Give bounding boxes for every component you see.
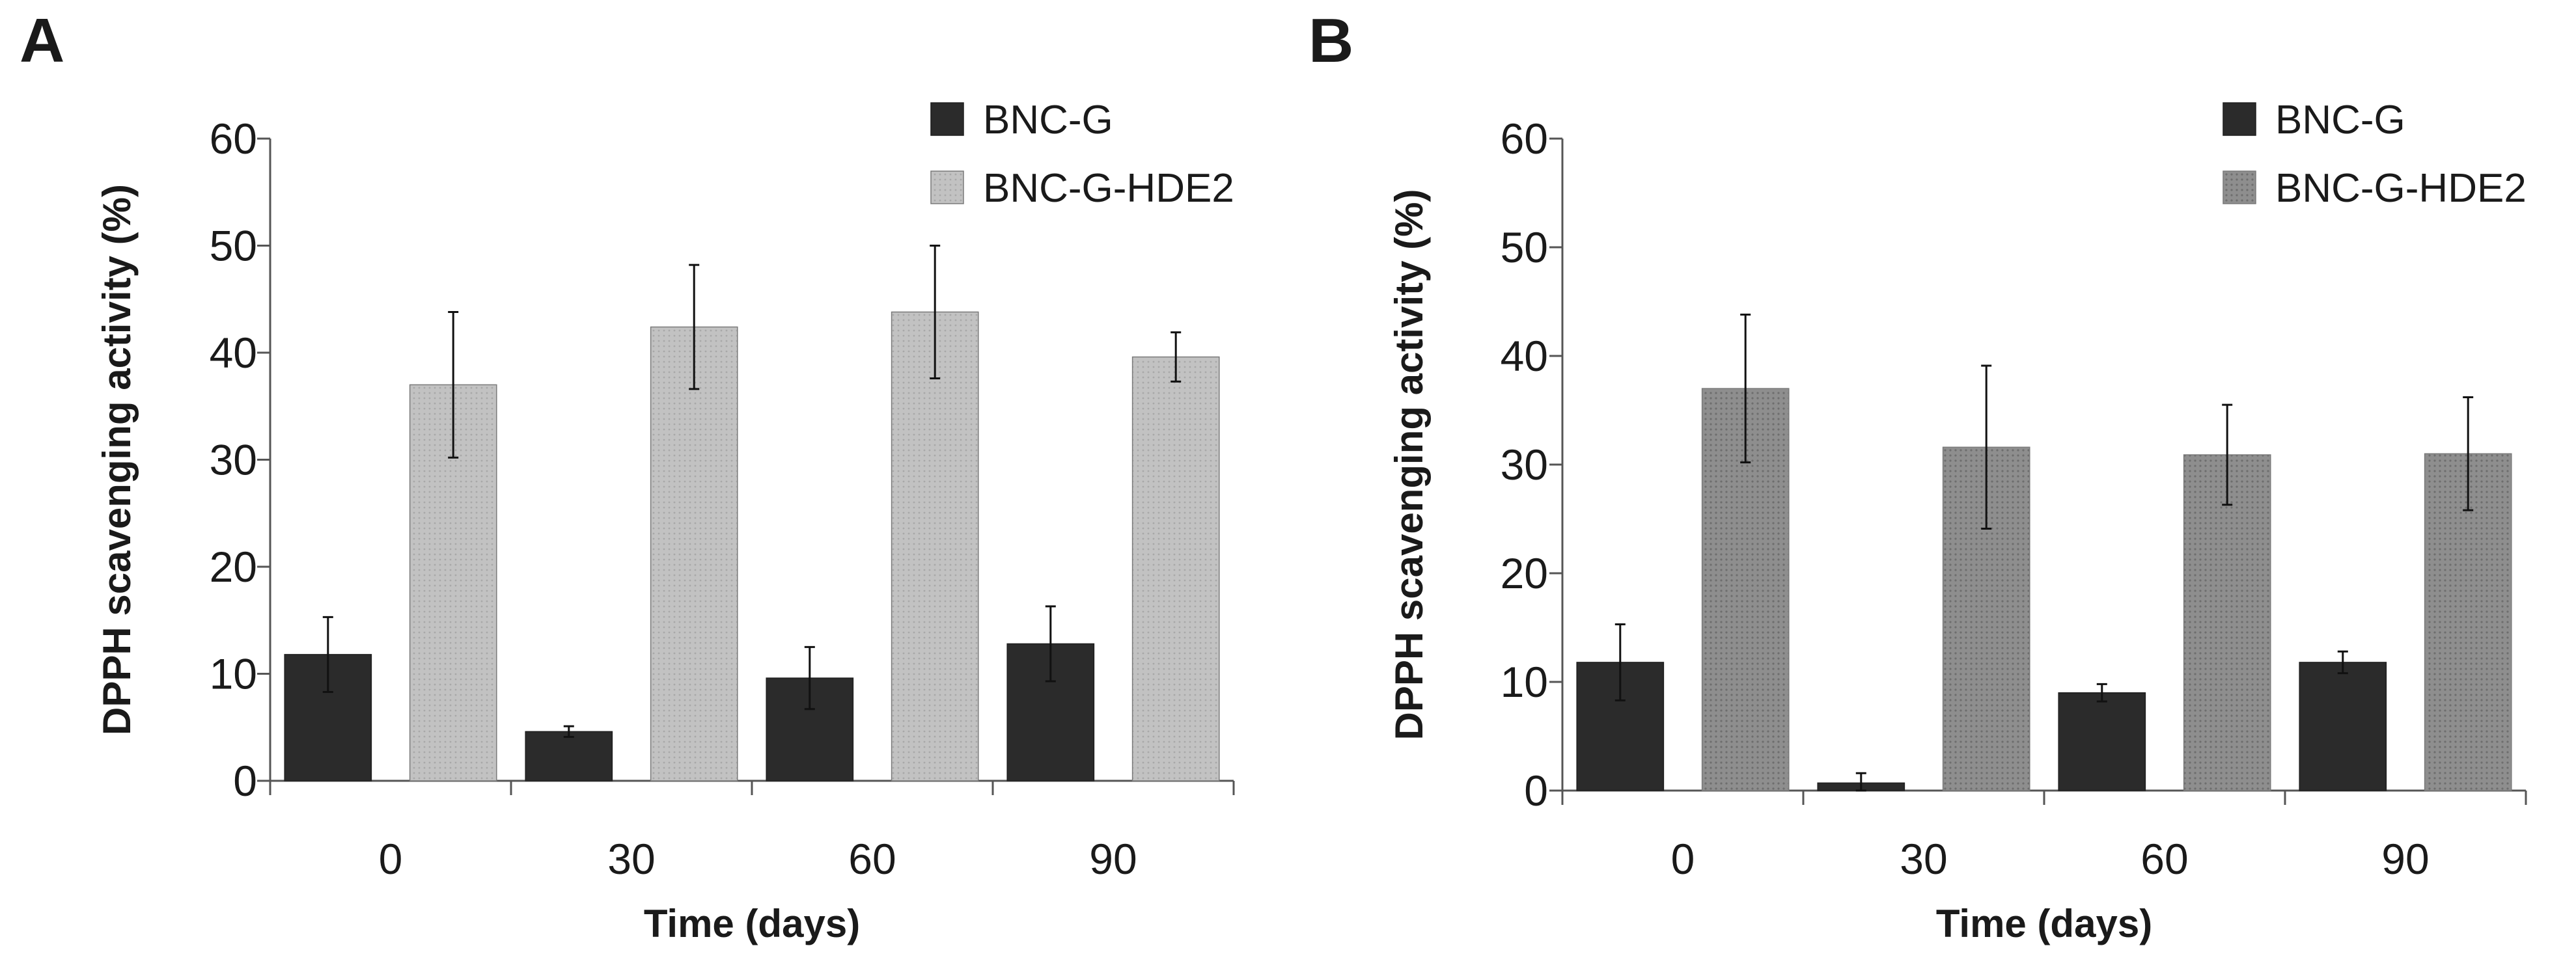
bar-bnc-g-hde2-60 <box>2183 454 2271 791</box>
x-tick-label: 90 <box>2381 835 2429 883</box>
y-tick-label: 40 <box>210 329 257 377</box>
bar-bnc-g-90 <box>2299 662 2387 791</box>
bar-bnc-g-hde2-30 <box>650 326 738 781</box>
legend-label: BNC-G-HDE2 <box>983 166 1234 211</box>
y-tick-label: 50 <box>1501 223 1548 271</box>
chart-panel-b: B 0 10 20 30 40 50 60 0 30 60 90 Time (days) DPPH sca… <box>1309 6 2527 945</box>
x-tick-label: 30 <box>607 835 655 883</box>
y-tick-label: 30 <box>1501 441 1548 489</box>
legend-swatch-bnc-g-hde2 <box>930 170 964 204</box>
y-tick-label: 10 <box>210 650 257 698</box>
x-tick-label: 0 <box>379 835 403 883</box>
y-tick-label: 0 <box>1524 766 1548 815</box>
y-tick-label: 60 <box>1501 115 1548 163</box>
y-axis-title: DPPH scavenging activity (%) <box>95 184 139 735</box>
legend-swatch-bnc-g-hde2 <box>2223 170 2256 204</box>
panel-letter: A <box>20 6 64 75</box>
y-tick-label: 30 <box>210 436 257 484</box>
bar-bnc-g-60 <box>766 677 854 781</box>
legend-swatch-bnc-g <box>930 102 964 136</box>
x-tick-label: 0 <box>1671 835 1695 883</box>
x-axis-title: Time (days) <box>1936 902 2152 945</box>
x-tick-label: 30 <box>1900 835 1947 883</box>
y-tick-label: 20 <box>1501 549 1548 597</box>
x-tick-label: 60 <box>2140 835 2188 883</box>
legend-swatch-bnc-g <box>2223 102 2256 136</box>
panel-letter: B <box>1309 6 1353 75</box>
y-tick-label: 0 <box>233 757 257 805</box>
x-axis-title: Time (days) <box>644 902 860 945</box>
legend-label: BNC-G-HDE2 <box>2275 166 2527 211</box>
y-tick-label: 60 <box>210 115 257 163</box>
x-tick-label: 60 <box>848 835 896 883</box>
y-tick-label: 40 <box>1501 332 1548 380</box>
x-tick-label: 90 <box>1089 835 1137 883</box>
legend-label: BNC-G <box>983 98 1113 142</box>
bar-bnc-g-hde2-90 <box>1131 356 1220 781</box>
y-tick-label: 20 <box>210 543 257 591</box>
y-axis-title: DPPH scavenging activity (%) <box>1387 189 1431 740</box>
legend-label: BNC-G <box>2275 98 2405 142</box>
bar-bnc-g-30 <box>525 731 613 781</box>
y-tick-label: 10 <box>1501 658 1548 706</box>
y-tick-label: 50 <box>210 222 257 270</box>
bar-bnc-g-hde2-60 <box>891 311 979 781</box>
bar-bnc-g-60 <box>2058 692 2146 791</box>
chart-panel-a: A 0 10 20 30 40 50 60 0 30 60 90 Time (days) DPPH sca… <box>20 6 1235 945</box>
